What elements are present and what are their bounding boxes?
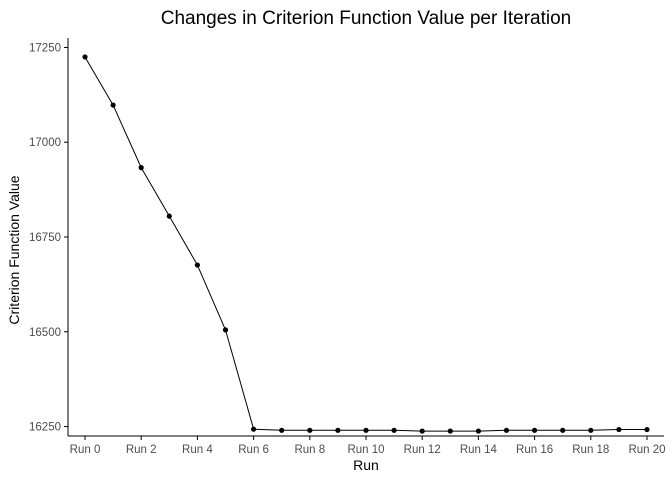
data-point [419, 428, 425, 434]
data-point [138, 165, 144, 171]
y-tick-label: 16750 [29, 232, 61, 244]
data-point [391, 427, 397, 433]
data-point [335, 427, 341, 433]
y-tick-label: 17250 [29, 42, 61, 54]
y-tick-label: 16500 [29, 327, 61, 339]
series-group [82, 54, 650, 434]
x-tick-label: Run 12 [404, 444, 441, 456]
y-tick-label: 16250 [29, 422, 61, 434]
x-tick-label: Run 4 [182, 444, 213, 456]
data-point [222, 327, 229, 333]
data-point [194, 262, 200, 268]
y-tick-label: 17000 [29, 137, 61, 149]
x-tick-label: Run 14 [460, 444, 498, 456]
chart-title: Changes in Criterion Function Value per … [161, 8, 572, 29]
x-tick-label: Run 2 [126, 444, 157, 456]
x-tick-label: Run 6 [238, 444, 269, 456]
data-point [279, 427, 285, 433]
data-point [110, 102, 116, 108]
y-axis-title: Criterion Function Value [6, 175, 22, 324]
x-tick-label: Run 20 [628, 444, 665, 456]
x-axis-ticks: Run 0 Run 2 Run 4 Run 6 Run 8 Run 10 Run 12 Run… [70, 436, 666, 456]
data-point [503, 427, 510, 433]
data-point [475, 428, 481, 434]
x-tick-label: Run 10 [347, 444, 384, 456]
data-point [560, 427, 566, 433]
series-line [84, 56, 647, 432]
data-point [644, 426, 650, 433]
data-point [251, 426, 257, 432]
x-tick-label: Run 8 [294, 444, 325, 456]
data-point [532, 427, 538, 433]
data-point [166, 213, 172, 219]
x-axis-title: Run [353, 457, 379, 473]
x-tick-label: Run 16 [516, 444, 553, 456]
x-tick-label: Run 18 [572, 444, 609, 456]
data-point [616, 426, 622, 433]
y-axis-ticks: 16250 16500 16750 17000 17250 [29, 42, 68, 434]
x-tick-label: Run 0 [70, 444, 101, 456]
data-point [447, 428, 453, 434]
data-point [363, 427, 369, 433]
data-point [307, 427, 313, 433]
data-point [82, 54, 88, 60]
data-point [588, 427, 594, 433]
